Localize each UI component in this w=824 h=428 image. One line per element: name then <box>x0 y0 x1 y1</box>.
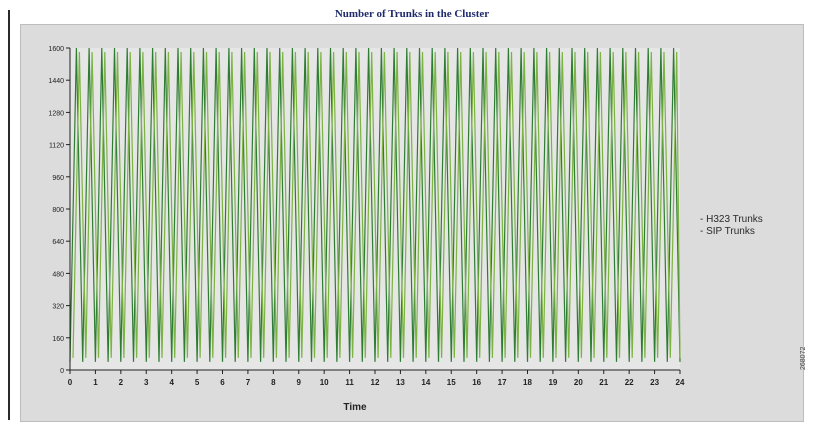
x-tick-label: 12 <box>371 378 380 387</box>
x-tick-label: 3 <box>144 378 149 387</box>
series-line-h323-trunks <box>69 47 681 362</box>
y-tick-label: 640 <box>52 239 64 246</box>
x-tick-label: 6 <box>220 378 225 387</box>
y-tick-label: 960 <box>52 175 64 182</box>
legend-marker: - <box>700 226 707 237</box>
x-tick-label: 0 <box>68 378 73 387</box>
legend-marker: - <box>700 214 707 225</box>
y-tick-label: 160 <box>52 336 64 343</box>
y-tick-label: 0 <box>60 368 64 375</box>
page-left-rule <box>8 10 10 420</box>
x-tick-label: 16 <box>472 378 481 387</box>
y-tick-label: 480 <box>52 271 64 278</box>
x-tick-label: 24 <box>676 378 685 387</box>
x-tick-label: 1 <box>93 378 98 387</box>
legend-item-sip: - SIP Trunks <box>700 226 763 238</box>
x-tick-label: 18 <box>523 378 532 387</box>
x-tick-label: 22 <box>625 378 634 387</box>
x-tick-label: 13 <box>396 378 405 387</box>
legend-label-sip: SIP Trunks <box>706 226 755 237</box>
chart-legend: - H323 Trunks - SIP Trunks <box>700 214 763 238</box>
x-tick-label: 19 <box>548 378 557 387</box>
x-tick-label: 10 <box>320 378 329 387</box>
figure-id: 268072 <box>800 346 807 370</box>
x-tick-label: 20 <box>574 378 583 387</box>
y-tick-label: 1280 <box>48 110 64 117</box>
legend-item-h323: - H323 Trunks <box>700 214 763 226</box>
x-tick-label: 4 <box>169 378 174 387</box>
x-axis-title: Time <box>343 402 367 413</box>
x-tick-label: 23 <box>650 378 659 387</box>
x-tick-label: 14 <box>421 378 430 387</box>
x-tick-label: 9 <box>297 378 302 387</box>
chart-title: Number of Trunks in the Cluster <box>334 8 490 20</box>
y-tick-label: 800 <box>52 207 64 214</box>
series-layer <box>69 47 681 362</box>
x-tick-label: 11 <box>345 378 354 387</box>
legend-label-h323: H323 Trunks <box>706 214 763 225</box>
x-tick-label: 15 <box>447 378 456 387</box>
x-tick-label: 2 <box>119 378 124 387</box>
y-tick-label: 1120 <box>49 143 64 150</box>
y-tick-label: 320 <box>52 304 64 311</box>
x-tick-label: 5 <box>195 378 200 387</box>
x-tick-label: 8 <box>271 378 276 387</box>
x-tick-label: 17 <box>498 378 507 387</box>
x-tick-label: 7 <box>246 378 251 387</box>
x-tick-label: 21 <box>599 378 608 387</box>
y-tick-label: 1600 <box>48 46 64 53</box>
y-tick-label: 1440 <box>48 78 64 85</box>
series-line-sip-trunks <box>72 51 681 358</box>
